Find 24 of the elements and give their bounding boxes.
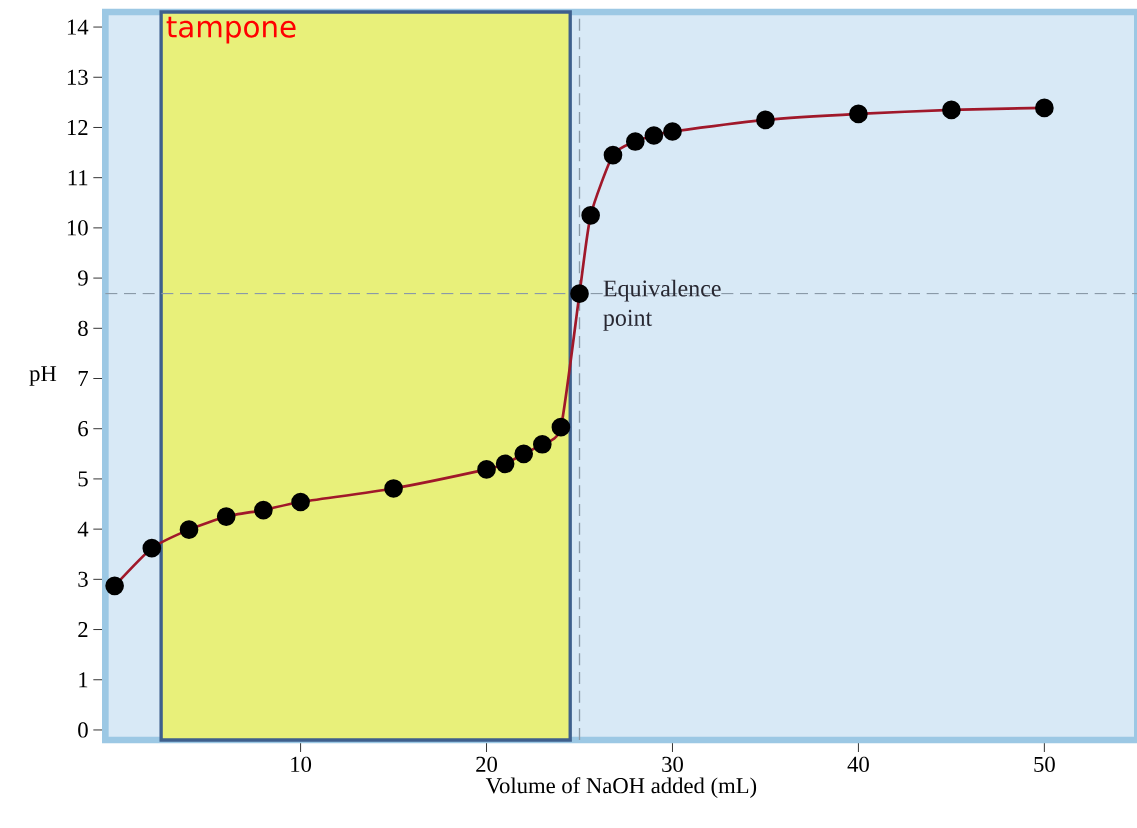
y-tick-label: 14 [67, 19, 89, 35]
y-axis-title: pH [29, 366, 57, 386]
band-label: tampone [166, 16, 296, 44]
x-tick-label: 50 [1034, 756, 1055, 773]
y-tick-label: 10 [67, 220, 88, 236]
y-tick-label: 4 [77, 521, 89, 537]
y-tick-label: 3 [78, 571, 88, 587]
x-tick-label: 10 [291, 756, 312, 773]
y-tick-label: 2 [78, 622, 88, 638]
y-tick-label: 7 [78, 371, 88, 386]
y-tick-label: 6 [78, 421, 88, 437]
y-tick-label: 0 [78, 722, 88, 738]
x-tick-label: 20 [476, 756, 498, 773]
y-tick-label: 8 [78, 320, 88, 336]
y-tick-label: 11 [68, 170, 88, 186]
x-tick-label: 40 [847, 756, 869, 773]
y-tick-label: 9 [78, 270, 88, 286]
x-axis-title: Volume of NaOH added (mL) [485, 777, 757, 798]
y-tick-label: 5 [78, 471, 88, 487]
y-tick-label: 12 [67, 119, 88, 135]
y-tick-label: 13 [67, 69, 88, 85]
annotation: Equivalence point [603, 279, 721, 331]
y-tick-label: 1 [79, 672, 88, 688]
x-tick-label: 30 [662, 756, 683, 773]
